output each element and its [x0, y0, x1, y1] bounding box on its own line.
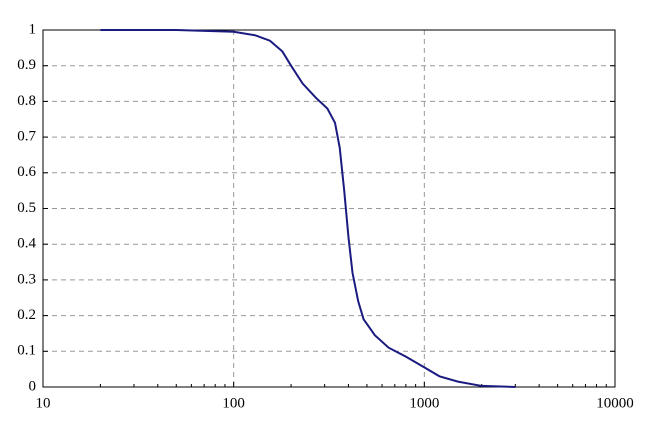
x-tick-label: 100: [222, 395, 245, 411]
y-tick-label: 0.8: [17, 93, 36, 109]
y-tick-label: 0.7: [17, 129, 36, 145]
y-tick-label: 0.3: [17, 271, 36, 287]
plot-frame: [42, 29, 616, 388]
x-tick-label: 10: [36, 395, 51, 411]
x-tick-label: 1000: [409, 395, 439, 411]
y-tick-label: 1: [29, 21, 37, 37]
y-tick-label: 0.1: [17, 343, 36, 359]
y-tick-label: 0.5: [17, 200, 36, 216]
y-tick-label: 0.2: [17, 307, 36, 323]
y-tick-label: 0.4: [17, 236, 36, 252]
x-tick-label: 10000: [596, 395, 634, 411]
y-tick-label: 0.9: [17, 57, 36, 73]
data-line: [100, 29, 516, 388]
y-tick-label: 0: [29, 378, 37, 394]
y-tick-label: 0.6: [17, 164, 36, 180]
